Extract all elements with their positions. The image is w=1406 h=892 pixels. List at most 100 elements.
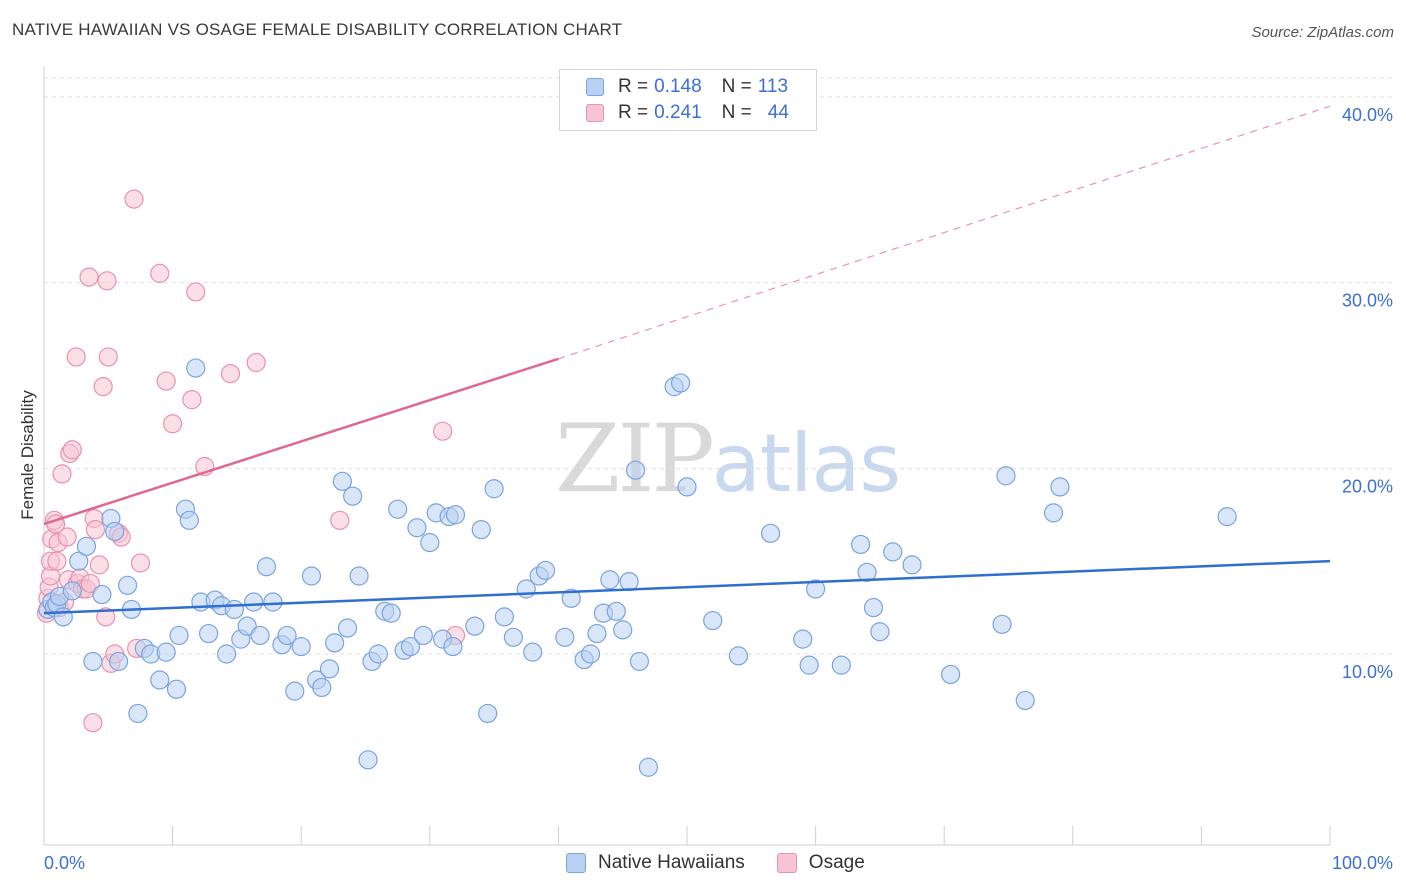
native-hawaiian-point: [69, 551, 89, 571]
native-hawaiian-point: [619, 571, 639, 592]
native-hawaiian-point: [670, 373, 691, 393]
y-tick-label: 20.0%: [1342, 476, 1393, 496]
osage-point: [97, 271, 117, 291]
native-hawaiian-point: [128, 703, 148, 724]
osage-point: [80, 573, 100, 594]
osage-point: [93, 377, 113, 397]
native-hawaiian-point: [337, 618, 358, 638]
r-label: R =: [618, 76, 649, 97]
native-hawaiian-point: [407, 518, 427, 538]
osage-trend-extension: [558, 105, 1331, 360]
legend-label: Native Hawaiians: [598, 852, 745, 873]
native-hawaiian-point: [381, 603, 401, 623]
native-hawaiian-point: [166, 679, 187, 699]
native-hawaiian-point: [471, 520, 491, 540]
native-hawaiian-point: [349, 566, 369, 586]
y-tick-label: 10.0%: [1342, 662, 1393, 682]
native-hawaiian-point: [92, 584, 112, 605]
native-hawaiian-point: [760, 523, 781, 543]
native-hawaiian-point: [83, 651, 103, 672]
y-tick-label: 30.0%: [1342, 291, 1393, 311]
r-label: R =: [618, 102, 649, 123]
native-hawaiian-point: [1217, 507, 1237, 527]
native-hawaiian-point: [606, 601, 626, 621]
osage-point: [156, 371, 176, 391]
native-hawaiian-point: [343, 486, 363, 506]
native-hawaiian-point: [728, 646, 749, 666]
native-hawaiian-point: [250, 625, 270, 646]
native-hawaiian-point: [555, 627, 575, 647]
native-hawaiian-point: [857, 562, 877, 582]
legend-row-osage: R = 0.241 N = 44: [586, 101, 789, 125]
native-hawaiian-point: [883, 542, 903, 562]
native-hawaiian-point: [400, 636, 421, 657]
native-hawaiian-point: [535, 560, 556, 581]
x-tick-label: 100.0%: [1332, 853, 1393, 873]
chart-title: NATIVE HAWAIIAN VS OSAGE FEMALE DISABILI…: [12, 20, 623, 39]
native-hawaiian-point: [199, 623, 219, 644]
legend-row-native-hawaiians: R = 0.148 N = 113: [586, 75, 788, 99]
n-value: 113: [757, 76, 789, 97]
native-hawaiian-point: [217, 644, 237, 664]
osage-point: [186, 282, 206, 302]
native-hawaiian-point: [625, 460, 646, 480]
native-hawaiian-point: [420, 532, 440, 553]
osage-point: [85, 520, 106, 540]
native-hawaiian-point: [413, 625, 433, 646]
series-legend: Native Hawaiians Osage: [566, 852, 897, 874]
native-hawaiian-point: [870, 622, 890, 642]
native-hawaiian-point: [465, 616, 485, 636]
osage-point: [163, 414, 183, 434]
native-hawaiian-point: [941, 664, 961, 685]
osage-point: [150, 263, 170, 283]
native-hawaiian-point: [368, 644, 388, 664]
native-hawaiian-point: [831, 655, 851, 675]
source-credit: Source: ZipAtlas.com: [1251, 24, 1394, 41]
native-hawaiian-point: [677, 477, 697, 497]
native-hawaiian-point: [263, 592, 283, 612]
native-hawaiian-point: [799, 655, 819, 675]
native-hawaiian-point: [1043, 503, 1064, 523]
native-hawaiian-point: [561, 588, 581, 608]
native-hawaiian-point: [863, 597, 884, 618]
native-hawaiian-point: [244, 592, 264, 612]
n-label: N =: [721, 102, 752, 123]
native-hawaiian-point: [1015, 690, 1035, 711]
native-hawaiian-point: [703, 610, 723, 631]
native-hawaiian-point: [992, 614, 1012, 634]
native-hawaiian-point: [319, 659, 340, 679]
y-tick-label: 40.0%: [1342, 105, 1393, 125]
native-hawaiian-point: [580, 644, 601, 664]
osage-point: [130, 553, 151, 573]
native-hawaiian-point: [996, 466, 1016, 486]
native-hawaiian-point: [358, 750, 378, 770]
legend-item-osage: Osage: [776, 852, 865, 874]
osage-point: [52, 464, 72, 484]
native-hawaiian-point: [237, 616, 257, 636]
native-hawaiian-point: [600, 570, 620, 590]
osage-point: [79, 267, 99, 287]
r-value: 0.148: [654, 76, 702, 97]
native-hawaiian-point: [484, 479, 504, 499]
native-hawaiian-point: [902, 555, 922, 575]
native-hawaiian-point: [179, 510, 199, 530]
x-tick-label: 0.0%: [44, 853, 85, 873]
native-hawaiian-point: [587, 623, 607, 644]
native-hawaiian-point: [76, 536, 97, 556]
r-value: 0.241: [654, 102, 702, 123]
osage-point: [57, 527, 77, 547]
native-hawaiian-point: [494, 607, 514, 627]
blue-swatch-icon: [586, 78, 604, 96]
native-hawaiian-point: [117, 575, 138, 595]
native-hawaiian-point: [224, 599, 244, 620]
native-hawaiians-trend-line: [43, 559, 1331, 615]
native-hawaiian-point: [291, 636, 311, 657]
osage-point: [182, 390, 202, 410]
native-hawaiian-point: [629, 651, 650, 672]
native-hawaiian-point: [325, 633, 345, 653]
osage-point: [433, 421, 453, 441]
native-hawaiian-point: [638, 757, 659, 777]
native-hawaiian-point: [186, 358, 206, 378]
native-hawaiian-point: [285, 681, 305, 701]
